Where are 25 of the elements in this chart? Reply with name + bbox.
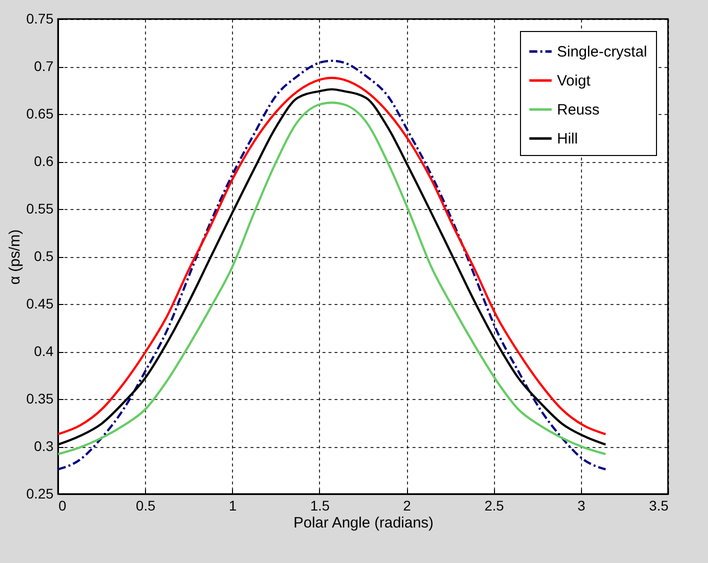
y-tick-label: 0.3: [34, 438, 54, 454]
y-tick-label: 0.75: [26, 10, 54, 26]
x-tick-label: 0: [58, 498, 66, 514]
y-tick-label: 0.45: [26, 296, 54, 312]
y-tick-label: 0.55: [26, 200, 54, 216]
x-tick-label: 1: [228, 498, 237, 514]
y-tick-label: 0.65: [26, 106, 54, 122]
x-tick-label: 3.5: [649, 498, 669, 514]
y-axis-title: α (ps/m): [6, 229, 24, 285]
legend-label: Voigt: [557, 72, 592, 90]
legend-label: Single-crystal: [557, 44, 648, 60]
x-tick-label: 2.5: [484, 498, 504, 514]
y-tick-label: 0.35: [26, 390, 54, 406]
y-tick-label: 0.7: [34, 58, 54, 74]
x-tick-label: 3: [577, 498, 586, 514]
x-axis-title: Polar Angle (radians): [293, 514, 434, 532]
x-tick-label: 1.5: [310, 498, 330, 514]
x-tick-label: 0.5: [136, 498, 156, 514]
legend-label: Reuss: [557, 102, 600, 118]
y-tick-label: 0.4: [34, 343, 54, 359]
y-tick-label: 0.25: [26, 486, 54, 502]
y-tick-label: 0.5: [34, 248, 54, 264]
legend-label: Hill: [557, 130, 578, 148]
y-tick-label: 0.6: [34, 153, 54, 169]
x-tick-label: 2: [403, 498, 412, 514]
